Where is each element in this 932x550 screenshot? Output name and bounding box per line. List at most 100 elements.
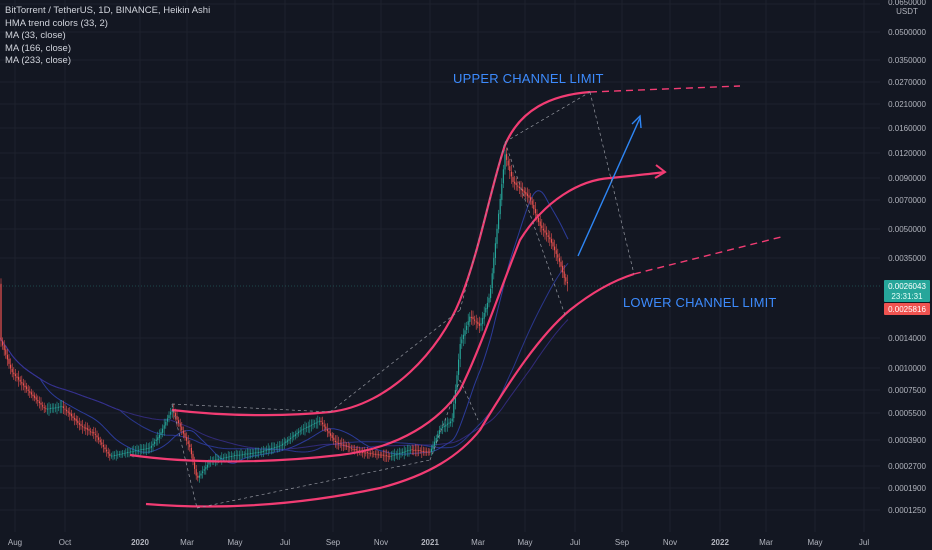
candle-body bbox=[331, 435, 333, 438]
candle-body bbox=[371, 452, 373, 454]
candle-body bbox=[250, 453, 252, 454]
price-tick-14: 0.0005500 bbox=[888, 409, 926, 418]
candle-body bbox=[18, 377, 20, 380]
legend-indicator-ma33[interactable]: MA (33, close) bbox=[5, 30, 66, 41]
candle-body bbox=[69, 412, 71, 415]
candle-body bbox=[528, 195, 530, 198]
candle-body bbox=[448, 422, 450, 424]
candle-body bbox=[162, 428, 164, 433]
candle-body bbox=[478, 323, 480, 326]
candle-body bbox=[406, 450, 408, 452]
candle-body bbox=[467, 321, 469, 325]
candle-body bbox=[453, 404, 455, 419]
time-tick-13: Nov bbox=[663, 538, 677, 547]
time-tick-11: Jul bbox=[570, 538, 580, 547]
candle-body bbox=[315, 422, 317, 424]
candle-body bbox=[307, 426, 309, 428]
time-tick-8: 2021 bbox=[421, 538, 439, 547]
candle-body bbox=[443, 425, 445, 427]
candle-body bbox=[382, 454, 384, 456]
candle-body bbox=[35, 397, 37, 400]
candle-body bbox=[283, 442, 285, 444]
candle-body bbox=[450, 421, 452, 424]
candle-body bbox=[128, 452, 130, 453]
candle-body bbox=[531, 200, 533, 205]
price-tick-8: 0.0070000 bbox=[888, 196, 926, 205]
candle-body bbox=[288, 439, 290, 441]
candle-body bbox=[341, 443, 343, 445]
candle-body bbox=[96, 435, 98, 438]
candle-body bbox=[258, 452, 260, 453]
upper-channel-projection bbox=[589, 85, 741, 93]
candle-body bbox=[346, 445, 348, 447]
candle-body bbox=[547, 235, 549, 237]
candle-body bbox=[266, 449, 268, 451]
candle-body bbox=[538, 217, 540, 222]
candle-body bbox=[510, 171, 512, 177]
candle-body bbox=[330, 433, 332, 436]
candle-body bbox=[376, 454, 378, 456]
candle-body bbox=[174, 412, 176, 417]
candle-body bbox=[496, 228, 498, 244]
candle-body bbox=[515, 182, 517, 186]
candle-body bbox=[326, 429, 328, 432]
legend-indicator-ma166[interactable]: MA (166, close) bbox=[5, 42, 71, 54]
candle-body bbox=[323, 424, 325, 427]
blue-arrowhead bbox=[631, 114, 642, 129]
candle-body bbox=[269, 448, 271, 450]
candles bbox=[0, 147, 568, 483]
time-tick-17: Jul bbox=[859, 538, 869, 547]
candle-body bbox=[472, 316, 474, 320]
candle-body bbox=[470, 317, 472, 318]
candle-body bbox=[107, 451, 109, 454]
price-tick-16: 0.0002700 bbox=[888, 462, 926, 471]
candle-body bbox=[234, 455, 236, 456]
candle-body bbox=[523, 190, 525, 193]
candle-body bbox=[51, 407, 53, 409]
candle-body bbox=[182, 430, 184, 434]
candle-body bbox=[368, 453, 370, 454]
time-tick-10: May bbox=[517, 538, 532, 547]
candle-body bbox=[2, 341, 4, 346]
candle-body bbox=[325, 426, 327, 429]
candle-body bbox=[43, 407, 45, 409]
candle-body bbox=[554, 246, 556, 251]
legend-indicator-hma[interactable]: HMA trend colors (33, 2) bbox=[5, 17, 108, 29]
candle-body bbox=[278, 445, 280, 447]
time-axis[interactable]: Aug Oct 2020 Mar May Jul Sep Nov 2021 Mar May Jul Se… bbox=[0, 532, 880, 550]
time-tick-15: Mar bbox=[759, 538, 773, 547]
candle-body bbox=[146, 448, 148, 450]
candle-body bbox=[6, 354, 8, 360]
candle-body bbox=[557, 254, 559, 258]
candle-body bbox=[216, 459, 218, 461]
candle-body bbox=[493, 257, 495, 274]
legend-title[interactable]: BitTorrent / TetherUS, 1D, BINANCE, Heik… bbox=[5, 5, 211, 16]
candle-body bbox=[86, 428, 88, 430]
guide-line-4 bbox=[459, 141, 506, 311]
candle-body bbox=[422, 451, 424, 452]
candle-body bbox=[389, 456, 391, 457]
candle-body bbox=[219, 458, 221, 460]
candle-body bbox=[459, 344, 461, 360]
candle-body bbox=[32, 394, 34, 397]
candle-body bbox=[120, 453, 122, 455]
candle-body bbox=[227, 456, 229, 458]
candle-body bbox=[197, 475, 199, 478]
candle-body bbox=[504, 154, 506, 170]
candle-body bbox=[334, 440, 336, 442]
candle-body bbox=[190, 447, 192, 455]
candle-body bbox=[56, 407, 58, 409]
candle-body bbox=[445, 424, 447, 427]
price-tick-2: 0.0350000 bbox=[888, 56, 926, 65]
candle-body bbox=[290, 437, 292, 440]
legend-indicator-ma233[interactable]: MA (233, close) bbox=[5, 55, 71, 66]
price-unit: USDT bbox=[896, 7, 918, 16]
candle-body bbox=[344, 444, 346, 446]
candle-body bbox=[451, 418, 453, 422]
candle-body bbox=[480, 323, 482, 326]
candle-body bbox=[114, 455, 116, 456]
candle-body bbox=[491, 273, 493, 289]
guide-line-6 bbox=[589, 91, 635, 275]
